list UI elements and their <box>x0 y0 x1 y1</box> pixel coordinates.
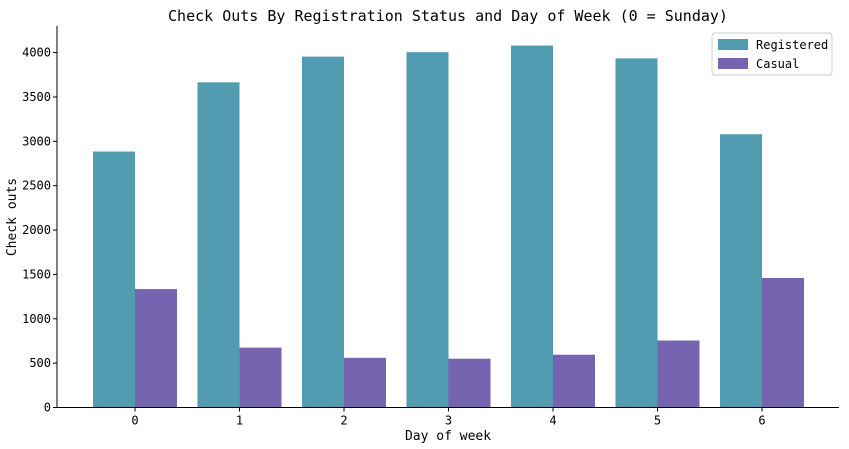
y-tick-label-1000: 1000 <box>22 312 51 326</box>
bar-casual-4 <box>553 354 595 408</box>
y-tick-label-4000: 4000 <box>22 46 51 60</box>
legend-label-registered: Registered <box>756 38 828 52</box>
y-tick-label-3000: 3000 <box>22 134 51 148</box>
x-tick-label-4: 4 <box>549 414 556 428</box>
bars-group <box>93 45 804 408</box>
x-tick-label-3: 3 <box>445 414 452 428</box>
legend-swatch-casual <box>718 58 748 69</box>
chart-title: Check Outs By Registration Status and Da… <box>168 7 728 25</box>
y-tick-label-2000: 2000 <box>22 223 51 237</box>
bar-registered-4 <box>511 45 553 408</box>
bar-casual-6 <box>762 277 804 408</box>
bar-registered-1 <box>197 82 240 408</box>
y-tick-label-3500: 3500 <box>22 90 51 104</box>
x-tick-label-0: 0 <box>131 414 138 428</box>
x-tick-label-1: 1 <box>236 414 243 428</box>
y-tick-label-500: 500 <box>29 356 51 370</box>
x-tick-label-2: 2 <box>340 414 347 428</box>
y-tick-label-0: 0 <box>44 401 51 415</box>
bar-casual-3 <box>448 358 491 408</box>
legend-swatch-registered <box>718 39 748 50</box>
bar-registered-3 <box>406 52 449 408</box>
y-tick-label-2500: 2500 <box>22 179 51 193</box>
legend-label-casual: Casual <box>756 57 799 71</box>
bar-casual-5 <box>657 340 700 408</box>
bar-registered-0 <box>93 151 135 408</box>
bar-registered-5 <box>615 58 658 408</box>
bar-casual-2 <box>344 357 386 408</box>
bar-registered-2 <box>302 56 344 408</box>
legend: Registered Casual <box>711 32 833 76</box>
y-tick-label-1500: 1500 <box>22 267 51 281</box>
x-axis-label: Day of week <box>405 429 491 444</box>
y-axis-label: Check outs <box>5 178 20 256</box>
bar-casual-0 <box>135 289 177 408</box>
y-ticks: 0 500 1000 1500 2000 2500 3000 3500 4000 <box>22 46 57 415</box>
x-tick-label-6: 6 <box>758 414 765 428</box>
x-ticks: 0 1 2 3 4 5 6 <box>131 407 766 428</box>
x-tick-label-5: 5 <box>654 414 661 428</box>
bar-casual-1 <box>239 347 282 408</box>
bar-registered-6 <box>720 134 762 408</box>
